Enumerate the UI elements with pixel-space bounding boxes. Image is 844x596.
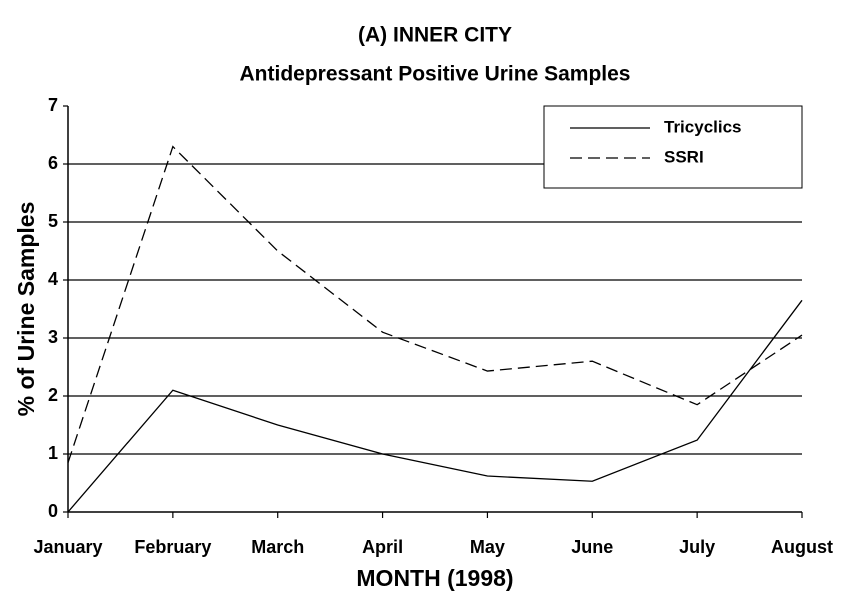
y-tick-label: 3 <box>48 327 58 347</box>
x-axis-label: MONTH (1998) <box>356 565 513 591</box>
x-tick-label: January <box>33 537 102 557</box>
chart-title: (A) INNER CITY <box>358 24 512 47</box>
x-tick-label: April <box>362 537 403 557</box>
x-tick-label: August <box>771 537 833 557</box>
y-axis-label: % of Urine Samples <box>13 202 39 417</box>
x-tick-label: February <box>134 537 211 557</box>
legend-box <box>543 105 803 189</box>
series-line <box>67 299 803 513</box>
legend-label: Tricyclics <box>664 117 742 136</box>
x-tick-label: June <box>571 537 613 557</box>
y-tick-label: 4 <box>48 269 58 289</box>
x-tick-label: July <box>679 537 715 557</box>
y-tick-label: 7 <box>48 95 58 115</box>
y-tick-label: 6 <box>48 153 58 173</box>
y-tick-label: 0 <box>48 501 58 521</box>
y-tick-label: 5 <box>48 211 58 231</box>
y-tick-label: 1 <box>48 443 58 463</box>
x-tick-label: May <box>470 537 505 557</box>
y-tick-label: 2 <box>48 385 58 405</box>
x-tick-label: March <box>251 537 304 557</box>
chart-subtitle: Antidepressant Positive Urine Samples <box>240 63 631 86</box>
legend-label: SSRI <box>664 147 704 166</box>
series-line <box>67 145 803 463</box>
